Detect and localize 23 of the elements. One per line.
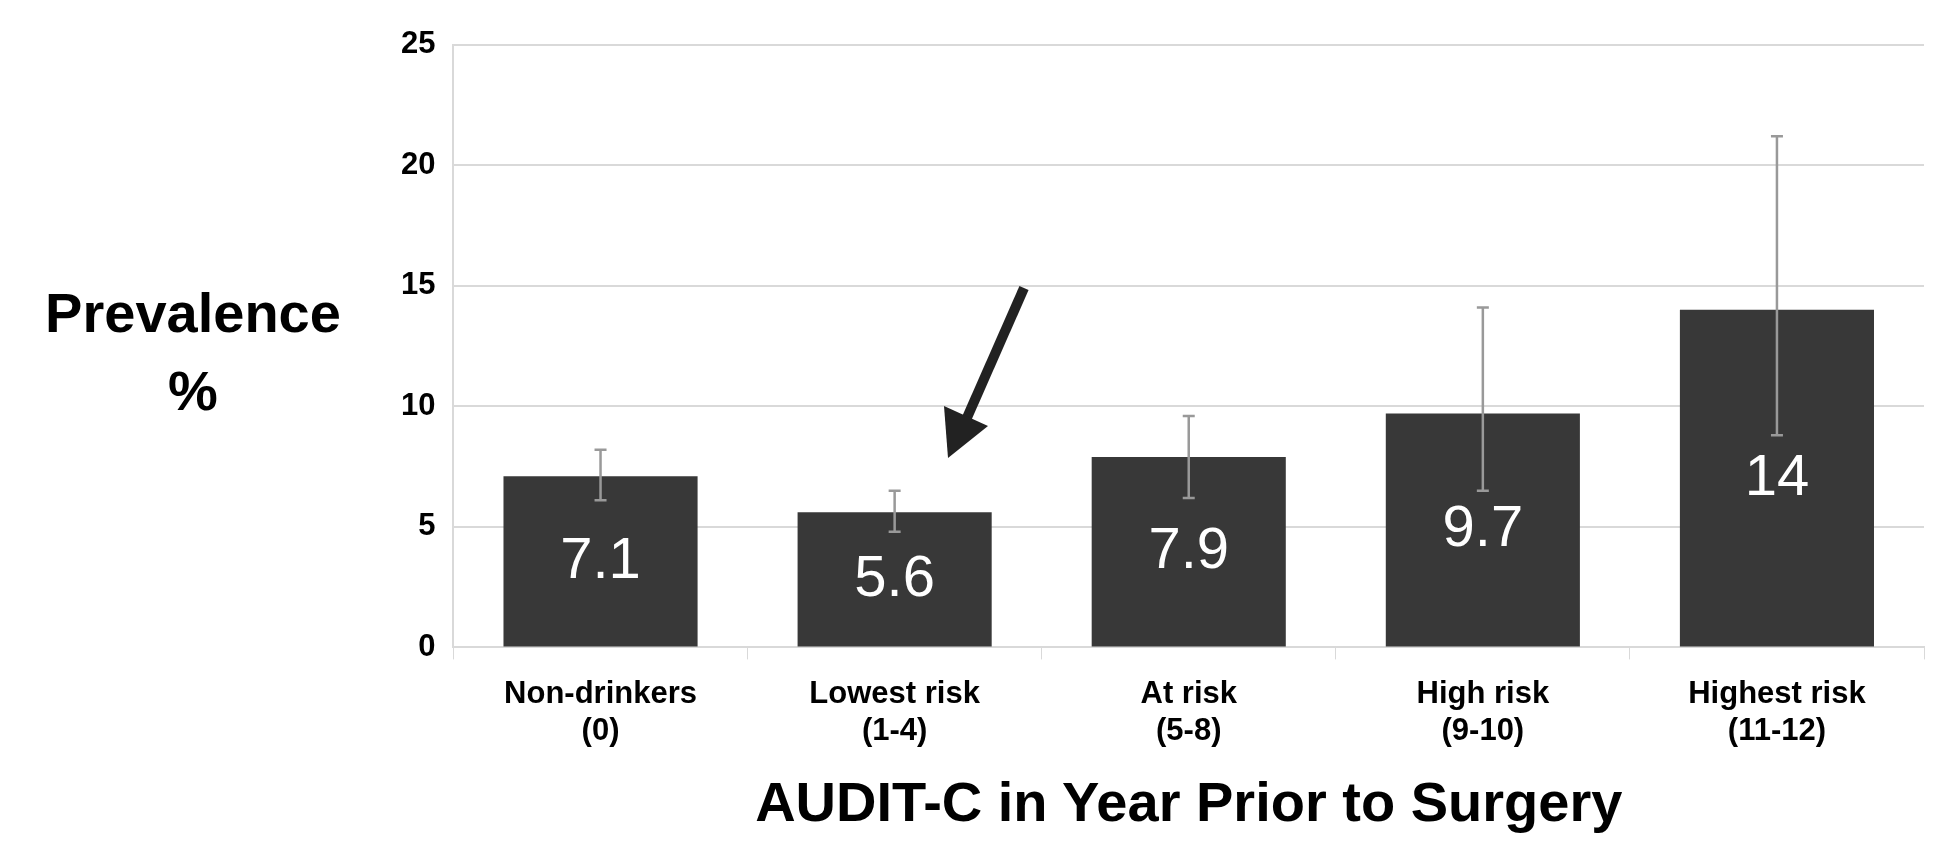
- bar: [1679, 309, 1874, 647]
- x-tick-label: Lowest risk (1-4): [809, 674, 981, 747]
- x-tick-label: Highest risk (11-12): [1688, 674, 1867, 747]
- y-tick-label: 15: [401, 266, 436, 302]
- data-label: 9.7: [1442, 493, 1524, 559]
- x-tick-label: At risk (5-8): [1140, 674, 1238, 747]
- x-axis-title: AUDIT-C in Year Prior to Surgery: [755, 769, 1623, 833]
- y-tick-label: 20: [401, 145, 436, 181]
- data-label: 14: [1744, 441, 1810, 507]
- y-axis-title: Prevalence %: [45, 281, 341, 423]
- y-tick-label: 25: [401, 25, 436, 61]
- bar: [797, 512, 992, 647]
- x-tick-label: Non-drinkers (0): [504, 674, 697, 747]
- x-tick-label: High risk (9-10): [1416, 674, 1550, 747]
- y-tick-label: 10: [401, 386, 436, 422]
- data-label: 7.1: [560, 524, 641, 590]
- bar: [503, 476, 698, 647]
- data-label: 5.6: [854, 542, 935, 608]
- bar: [1091, 456, 1286, 647]
- y-tick-label: 5: [418, 507, 436, 543]
- bar: [1385, 413, 1580, 647]
- y-tick-label: 0: [418, 627, 436, 663]
- data-label: 7.9: [1148, 515, 1230, 581]
